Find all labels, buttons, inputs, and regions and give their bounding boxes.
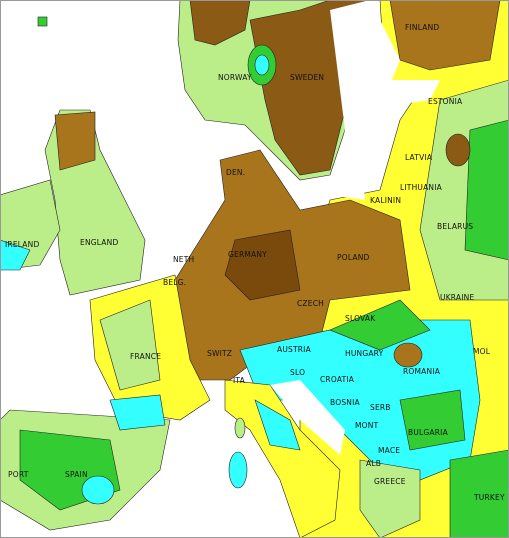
country-label: MOL: [473, 347, 491, 356]
country-label: SWEDEN: [290, 73, 324, 82]
country-label: SLO: [290, 368, 305, 377]
baltic-sea: [330, 0, 400, 200]
country-label: IRELAND: [5, 240, 39, 249]
wet-region: [399, 389, 466, 451]
wet-region: [0, 239, 31, 271]
wet-region: [329, 299, 431, 351]
turkey: [449, 449, 509, 538]
country-label: ESTONIA: [428, 97, 463, 106]
sardinia: [228, 451, 248, 489]
island: [37, 16, 48, 27]
country-label: NORWAY: [218, 73, 252, 82]
country-label: NETH: [173, 255, 194, 264]
country-label: FINLAND: [405, 23, 439, 32]
country-label: SPAIN: [65, 470, 88, 479]
labels: FINLAND NORWAY SWEDEN ESTONIA LATVIA LIT…: [5, 23, 505, 502]
country-label: PORT: [8, 470, 29, 479]
country-label: UKRAINE: [440, 293, 474, 302]
country-label: ROMANIA: [403, 367, 441, 376]
moist-region: [99, 299, 161, 391]
country-label: SWITZ: [207, 349, 232, 358]
country-label: BOSNIA: [330, 398, 360, 407]
country-label: BELG.: [163, 278, 186, 287]
dry-region: [189, 0, 251, 46]
country-label: BULGARIA: [408, 428, 449, 437]
country-label: SLOVAK: [345, 314, 376, 323]
wet-region: [109, 394, 166, 431]
gulf: [385, 80, 440, 105]
dry-region: [54, 111, 96, 171]
country-label: ALB: [366, 459, 381, 468]
greece: [359, 459, 421, 538]
country-label: MACE: [378, 446, 400, 455]
country-label: CZECH: [297, 299, 324, 308]
adriatic-sea: [270, 380, 345, 455]
wet-region: [254, 399, 301, 451]
dry-region: [393, 342, 423, 368]
country-label: GERMANY: [228, 250, 267, 259]
wet-region: [81, 475, 115, 505]
corsica: [234, 417, 246, 439]
country-label: LATVIA: [405, 153, 433, 162]
country-label: MONT: [355, 421, 379, 430]
country-label: SERB: [370, 403, 391, 412]
country-label: POLAND: [337, 253, 370, 262]
dry-region: [389, 0, 501, 71]
country-label: ITA: [233, 376, 246, 385]
country-label: TURKEY: [473, 493, 505, 502]
country-label: AUSTRIA: [277, 345, 312, 354]
country-label: DEN.: [226, 168, 245, 177]
country-label: KALININ: [370, 196, 401, 205]
country-label: BELARUS: [437, 222, 473, 231]
country-label: ENGLAND: [80, 238, 118, 247]
dry-region: [445, 133, 471, 167]
dry-region: [224, 229, 301, 301]
country-label: FRANCE: [130, 352, 161, 361]
country-label: LITHUANIA: [400, 183, 443, 192]
country-label: CROATIA: [320, 375, 355, 384]
wet-region: [254, 54, 270, 76]
country-label: GREECE: [374, 477, 406, 486]
country-label: HUNGARY: [345, 349, 384, 358]
wet-region: [464, 119, 509, 261]
